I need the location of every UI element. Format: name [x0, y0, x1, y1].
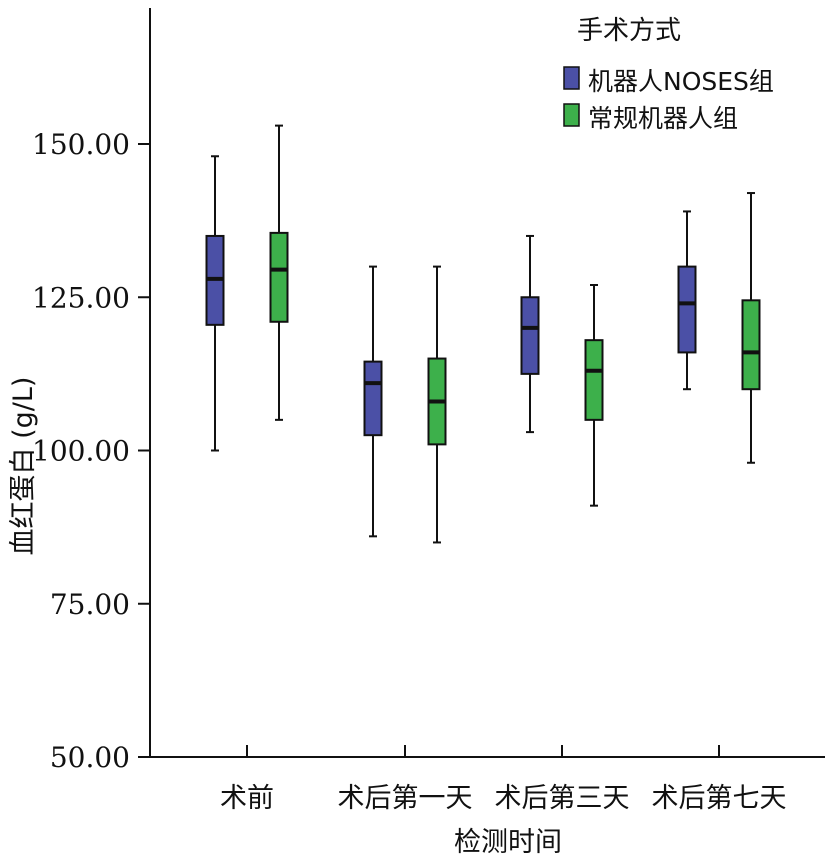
box-1-2: [363, 265, 383, 538]
legend: 手术方式 机器人NOSES组 常规机器人组: [563, 16, 774, 133]
box-2-3: [584, 283, 604, 507]
plot-frame: [149, 8, 825, 758]
box-iqr: [363, 360, 383, 437]
legend-title: 手术方式: [577, 16, 681, 46]
box-iqr: [584, 339, 604, 421]
x-tick-label: 术前: [220, 783, 274, 814]
legend-label-series-2: 常规机器人组: [588, 104, 738, 133]
box-1-4: [677, 210, 697, 391]
x-axis-label: 检测时间: [454, 827, 562, 858]
box-series: [205, 124, 761, 544]
y-axis-label: 血红蛋白 (g/L): [8, 377, 39, 556]
y-tick-label: 100.00: [32, 435, 130, 468]
box-iqr: [741, 299, 761, 391]
box-iqr: [677, 265, 697, 354]
legend-label-series-1: 机器人NOSES组: [588, 67, 774, 96]
x-tick-label: 术后第七天: [652, 783, 787, 814]
legend-swatch-series-1: [563, 66, 580, 90]
x-tick-label: 术后第一天: [338, 783, 473, 814]
box-iqr: [520, 296, 540, 375]
box-2-4: [741, 192, 761, 464]
box-1-1: [205, 155, 225, 452]
box-1-3: [520, 234, 540, 434]
y-tick-label: 150.00: [32, 128, 130, 161]
legend-swatch-series-2: [563, 103, 580, 127]
x-tick-label: 术后第三天: [495, 783, 630, 814]
box-iqr: [269, 231, 289, 323]
box-2-1: [269, 124, 289, 421]
x-axis-ticks: 术前 术后第一天 术后第三天 术后第七天: [220, 745, 787, 814]
y-axis-ticks: 50.00 75.00 100.00 125.00 150.00: [32, 128, 150, 774]
y-tick-label: 50.00: [50, 741, 130, 774]
y-tick-label: 125.00: [32, 281, 130, 314]
box-2-2: [427, 265, 447, 544]
y-tick-label: 75.00: [50, 588, 130, 621]
